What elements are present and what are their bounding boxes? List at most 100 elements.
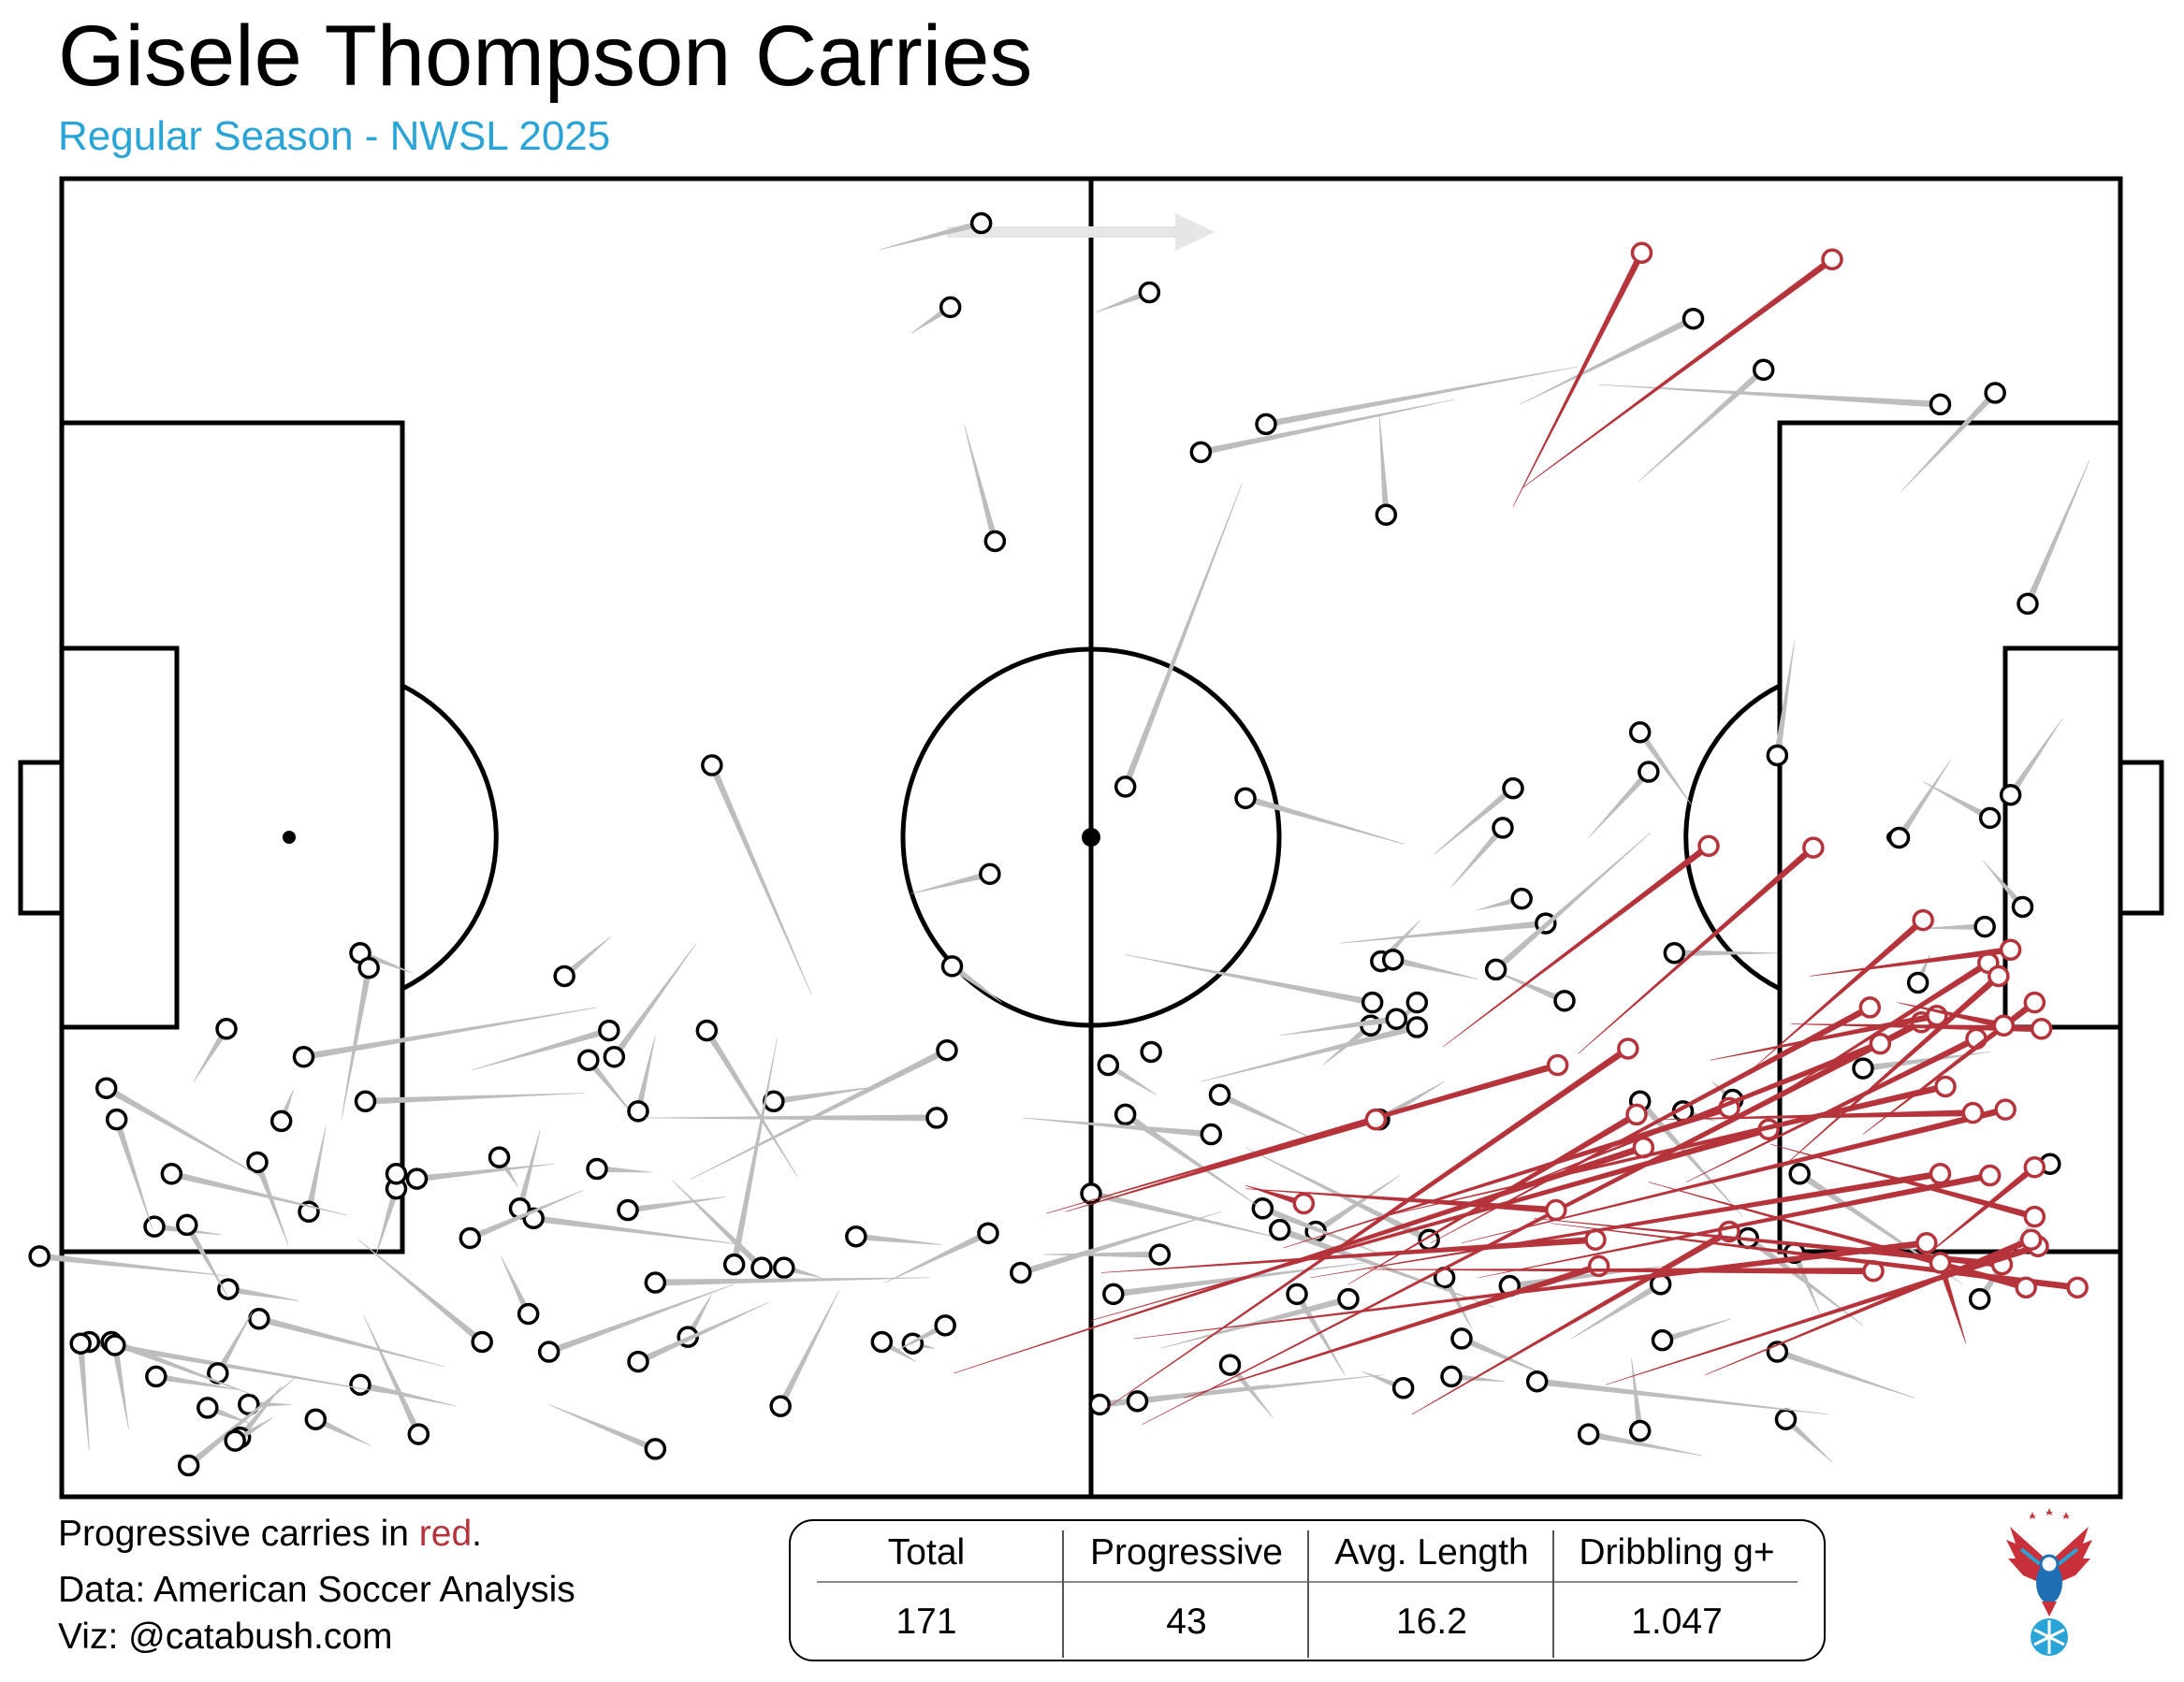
other-carry bbox=[1520, 307, 1705, 405]
other-carry-line bbox=[1784, 1416, 1833, 1463]
other-carry bbox=[1114, 1103, 1259, 1208]
other-carry-end-point bbox=[1375, 503, 1398, 527]
progressive-carry-line bbox=[1183, 1263, 1600, 1399]
other-carry bbox=[177, 1376, 298, 1477]
progressive-carry bbox=[1501, 1032, 1892, 1195]
other-carry-end-point bbox=[1929, 393, 1952, 416]
other-carry-end-point bbox=[1510, 887, 1533, 910]
progressive-carry-end-point bbox=[2066, 1276, 2089, 1299]
progressive-carry bbox=[1790, 1018, 2053, 1040]
progressive-carry-end-point bbox=[1858, 996, 1882, 1019]
other-carry bbox=[385, 1163, 408, 1185]
other-carry-end-point bbox=[197, 1397, 219, 1419]
other-carry bbox=[1097, 1053, 1157, 1095]
other-carry-line bbox=[113, 1118, 153, 1230]
progressive-carry-line bbox=[1922, 1165, 2037, 1258]
other-carry-line bbox=[1536, 1378, 1829, 1415]
other-carry bbox=[472, 1019, 620, 1071]
other-carry-end-point bbox=[1766, 744, 1789, 767]
stat-total-value: 171 bbox=[895, 1602, 957, 1642]
other-carry-end-point bbox=[1752, 358, 1775, 382]
chart-subtitle: Regular Season - NWSL 2025 bbox=[58, 113, 611, 159]
other-carry bbox=[354, 1090, 586, 1113]
other-carry-line bbox=[1661, 1318, 1731, 1344]
other-carry-line bbox=[1218, 1092, 1315, 1140]
other-carry-end-point bbox=[1502, 776, 1524, 800]
other-carry-line bbox=[1450, 1372, 1505, 1383]
other-carry-line bbox=[104, 1085, 269, 1182]
logo-star bbox=[2062, 1512, 2070, 1519]
stat-progressive-value: 43 bbox=[1166, 1602, 1207, 1642]
other-carry-end-point bbox=[2011, 895, 2034, 919]
progressive-carry bbox=[1478, 1164, 2002, 1279]
other-carry-end-point bbox=[1405, 1016, 1429, 1038]
progressive-carry-line bbox=[1773, 960, 1990, 1099]
other-carry-end-point bbox=[1097, 1053, 1120, 1077]
other-carry-end-point bbox=[1440, 1365, 1463, 1388]
other-carry-line bbox=[611, 943, 697, 1059]
other-carry-end-point bbox=[627, 1100, 649, 1123]
other-carry bbox=[773, 1256, 823, 1279]
other-carry-line bbox=[691, 1047, 949, 1180]
other-carry-end-point bbox=[246, 1151, 269, 1174]
other-carry-line bbox=[227, 1285, 299, 1301]
other-carry-end-point bbox=[217, 1278, 240, 1300]
other-carry-end-point bbox=[695, 1019, 719, 1042]
other-carry-end-point bbox=[1218, 1354, 1242, 1376]
other-carry bbox=[246, 1151, 289, 1245]
other-carry-end-point bbox=[553, 964, 575, 988]
other-carry bbox=[769, 1290, 839, 1417]
other-carry-end-point bbox=[2017, 592, 2039, 616]
progressive-carry bbox=[1782, 964, 2010, 1167]
stat-dribbling-g: Dribbling g+ 1.047 bbox=[1552, 1530, 1799, 1658]
other-carry bbox=[1766, 1341, 1915, 1399]
progressive-carry bbox=[1862, 991, 2046, 1135]
other-carry-line bbox=[501, 1255, 531, 1316]
right-penalty-box bbox=[1777, 420, 2123, 1254]
progressive-carry-end-point bbox=[1987, 964, 2010, 988]
other-carry-line bbox=[305, 1125, 327, 1212]
other-carry-end-point bbox=[1138, 281, 1161, 304]
other-carry-end-point bbox=[105, 1108, 128, 1131]
other-carry-end-point bbox=[269, 1109, 293, 1133]
progressive-carry-line bbox=[1389, 1083, 1946, 1216]
progressive-carry bbox=[1046, 1053, 1569, 1214]
other-carry bbox=[1042, 1243, 1172, 1266]
other-carry-line bbox=[359, 1381, 457, 1407]
other-carry-line bbox=[655, 1277, 930, 1286]
other-carry-end-point bbox=[1251, 1197, 1274, 1220]
other-carry bbox=[349, 1373, 457, 1407]
progressive-carry-line bbox=[1605, 1242, 2040, 1385]
other-carry-end-point bbox=[1391, 1377, 1415, 1399]
other-carry-end-point bbox=[979, 863, 1001, 885]
other-carry-line bbox=[1588, 1430, 1702, 1457]
other-carry-end-point bbox=[1126, 1390, 1149, 1413]
other-carry-end-point bbox=[238, 1393, 260, 1416]
progressive-carry bbox=[1245, 1184, 1316, 1215]
progressive-carry bbox=[1810, 938, 2022, 977]
other-carry-end-point bbox=[143, 1215, 166, 1238]
other-carry-line bbox=[313, 1416, 371, 1446]
other-carry bbox=[691, 1038, 958, 1180]
other-carry bbox=[1268, 1218, 1494, 1308]
progressive-carry bbox=[1664, 1101, 1985, 1124]
stat-dribbling-g-label: Dribbling g+ bbox=[1579, 1532, 1775, 1573]
other-carry bbox=[1010, 1211, 1222, 1284]
other-carry-line bbox=[627, 1196, 726, 1214]
other-carry bbox=[1887, 760, 1951, 849]
progressive-carry-line bbox=[1512, 251, 1645, 507]
stat-progressive-label: Progressive bbox=[1090, 1532, 1283, 1573]
other-carry-line bbox=[1200, 399, 1455, 456]
other-carry bbox=[95, 1077, 269, 1182]
stat-total: Total 171 bbox=[791, 1530, 1062, 1658]
other-carry-end-point bbox=[104, 1334, 126, 1356]
other-carry bbox=[217, 1278, 299, 1301]
other-carry-end-point bbox=[1114, 1103, 1137, 1126]
progressive-carry-end-point bbox=[1869, 1032, 1892, 1055]
other-carry-line bbox=[561, 935, 611, 979]
progressive-carry-line bbox=[1664, 1109, 1973, 1120]
other-carry-line bbox=[1245, 794, 1405, 845]
other-carry-end-point bbox=[160, 1163, 183, 1185]
other-carry bbox=[1208, 1083, 1315, 1140]
other-carry-end-point bbox=[1337, 1287, 1360, 1311]
